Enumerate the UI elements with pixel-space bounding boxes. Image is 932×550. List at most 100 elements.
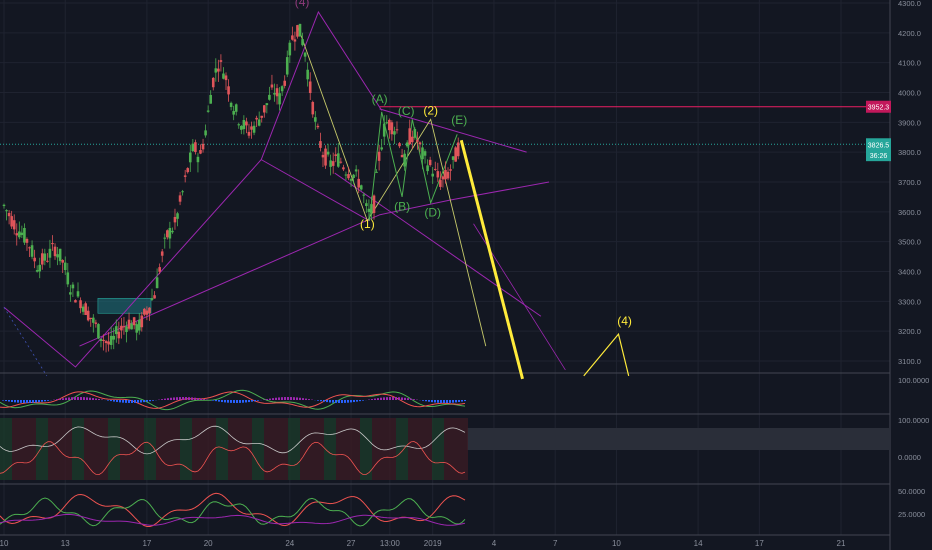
candle (38, 257, 42, 279)
candle (145, 306, 149, 321)
candle (426, 159, 429, 175)
oscillator-zone (348, 418, 360, 480)
candle (449, 164, 452, 181)
candle-body (46, 260, 49, 262)
oscillator-zone (276, 418, 288, 480)
trendline-upper (379, 108, 527, 153)
oscillator-zone (120, 418, 132, 480)
wave-labels: (4) (A) (C) (2) (E) (B) (D) (1) (4) (295, 0, 632, 328)
y-tick-label: 3800.0 (898, 148, 921, 157)
candle-body (260, 115, 264, 118)
wave-label: (B) (394, 199, 410, 213)
candle (199, 144, 202, 155)
candle-body (12, 220, 16, 230)
oscillator-line-b (0, 441, 466, 476)
candle (260, 115, 264, 123)
x-tick-label: 14 (694, 539, 703, 548)
candle-body (25, 238, 29, 243)
candle-body (163, 237, 167, 239)
indicator-tick-label: 0.0000 (898, 453, 921, 462)
candle (439, 171, 442, 190)
candle (61, 259, 64, 274)
candle-body (280, 86, 284, 92)
candle (15, 223, 19, 246)
candle (86, 306, 90, 322)
y-tick-label: 4000.0 (898, 89, 921, 98)
candle-body (377, 151, 381, 161)
candle-body (206, 110, 210, 112)
candle-body (257, 119, 261, 126)
candle-body (293, 39, 297, 42)
oscillator-zone (204, 418, 216, 480)
oscillator-zone (372, 418, 384, 480)
candles (2, 23, 460, 353)
candle-body (160, 251, 164, 256)
candle-body (339, 161, 343, 163)
candle (155, 268, 159, 289)
candle (326, 143, 330, 157)
candle-body (145, 310, 149, 315)
trendline-b (334, 172, 542, 317)
candle (255, 115, 258, 128)
candle (413, 127, 417, 140)
candle-body (135, 324, 138, 333)
candle (433, 161, 437, 171)
candle (357, 169, 361, 194)
oscillator-zone (12, 418, 24, 480)
y-tick-label: 4200.0 (898, 29, 921, 38)
candle-body (15, 233, 19, 236)
x-tick-label: 7 (553, 539, 558, 548)
rsi-line-green (0, 497, 466, 527)
candle (48, 239, 52, 268)
candle (135, 321, 138, 341)
x-tick-label: 17 (755, 539, 764, 548)
candle (122, 316, 126, 335)
candle (334, 147, 338, 163)
candle-body (227, 86, 230, 95)
x-tick-label: 2019 (424, 539, 442, 548)
candle-body (89, 317, 93, 319)
candle (454, 146, 457, 162)
candle-body (61, 260, 64, 263)
candle-body (451, 156, 455, 160)
candle-body (319, 141, 322, 148)
candle (306, 62, 309, 87)
candle-body (298, 23, 302, 37)
drawings (0, 10, 890, 380)
candle (321, 151, 325, 168)
candle-body (102, 339, 105, 342)
x-tick-label: 21 (837, 539, 846, 548)
candle-body (439, 180, 442, 187)
candle (33, 249, 36, 269)
candle (137, 313, 141, 335)
candle-body (48, 248, 52, 258)
candle (148, 307, 151, 321)
candle-body (186, 168, 190, 173)
candle-body (321, 154, 325, 158)
x-tick-label: 24 (285, 539, 294, 548)
candle-body (58, 248, 62, 262)
candle-body (354, 169, 358, 172)
panel-separators (0, 0, 891, 550)
candle (10, 210, 13, 229)
candle-body (43, 253, 47, 261)
candle-body (171, 230, 174, 233)
candle-body (40, 253, 44, 265)
candle (237, 122, 241, 129)
candle-body (403, 153, 406, 167)
candle (446, 167, 450, 181)
candle (283, 75, 287, 89)
candle (130, 320, 133, 330)
candle-body (232, 111, 235, 115)
candle-body (329, 160, 332, 167)
y-tick-label: 3100.0 (898, 357, 921, 366)
candle (99, 338, 103, 348)
candle-body (390, 122, 394, 135)
x-axis: 10 13 17 20 24 27 13:00 2019 4 7 10 14 17 21 (0, 539, 846, 548)
candle (120, 317, 123, 339)
price-label: 36:26 (866, 149, 891, 162)
candle (5, 209, 8, 221)
candle (194, 139, 197, 155)
oscillator-zone (420, 418, 432, 480)
